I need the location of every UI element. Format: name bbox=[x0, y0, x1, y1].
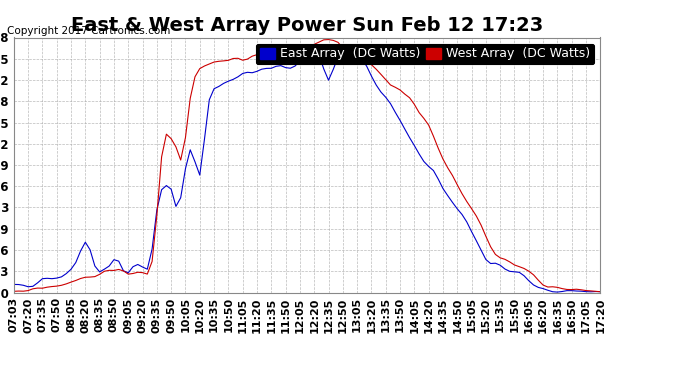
Title: East & West Array Power Sun Feb 12 17:23: East & West Array Power Sun Feb 12 17:23 bbox=[71, 15, 543, 34]
East Array  (DC Watts) bbox=[310, 49, 318, 54]
Line: East Array  (DC Watts): East Array (DC Watts) bbox=[14, 51, 600, 292]
West Array  (DC Watts) bbox=[119, 268, 128, 273]
East Array  (DC Watts) bbox=[596, 290, 604, 294]
East Array  (DC Watts) bbox=[181, 166, 190, 171]
East Array  (DC Watts) bbox=[48, 276, 56, 281]
West Array  (DC Watts) bbox=[10, 289, 18, 294]
West Array  (DC Watts) bbox=[181, 135, 190, 140]
East Array  (DC Watts) bbox=[267, 66, 275, 70]
Legend: East Array  (DC Watts), West Array  (DC Watts): East Array (DC Watts), West Array (DC Wa… bbox=[256, 44, 594, 64]
Line: West Array  (DC Watts): West Array (DC Watts) bbox=[14, 39, 600, 292]
East Array  (DC Watts) bbox=[553, 290, 562, 294]
West Array  (DC Watts) bbox=[267, 50, 275, 55]
East Array  (DC Watts) bbox=[353, 55, 362, 59]
West Array  (DC Watts) bbox=[596, 290, 604, 294]
East Array  (DC Watts) bbox=[119, 268, 128, 273]
East Array  (DC Watts) bbox=[14, 282, 23, 287]
Text: Copyright 2017 Cartronics.com: Copyright 2017 Cartronics.com bbox=[7, 26, 170, 36]
West Array  (DC Watts) bbox=[353, 60, 362, 64]
West Array  (DC Watts) bbox=[48, 284, 56, 289]
West Array  (DC Watts) bbox=[14, 289, 23, 293]
East Array  (DC Watts) bbox=[10, 282, 18, 286]
West Array  (DC Watts) bbox=[324, 37, 333, 42]
